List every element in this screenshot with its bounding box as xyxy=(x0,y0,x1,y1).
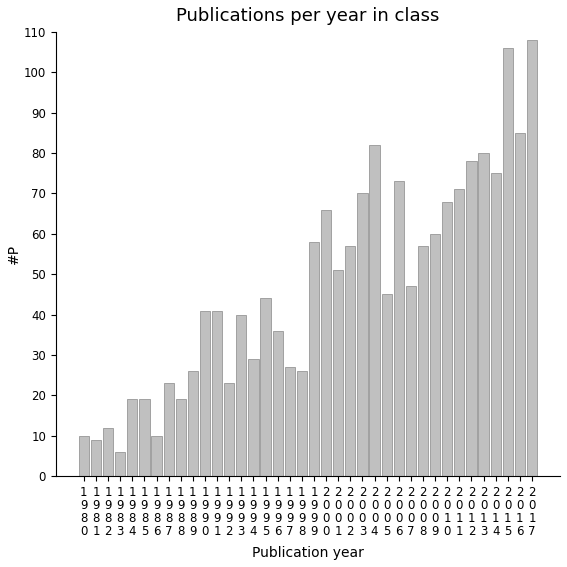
X-axis label: Publication year: Publication year xyxy=(252,546,364,560)
Bar xyxy=(163,383,174,476)
Bar xyxy=(91,439,101,476)
Bar xyxy=(212,311,222,476)
Title: Publications per year in class: Publications per year in class xyxy=(176,7,439,25)
Bar xyxy=(393,181,404,476)
Bar xyxy=(188,371,198,476)
Bar xyxy=(176,399,186,476)
Bar xyxy=(236,315,247,476)
Bar xyxy=(406,286,416,476)
Bar xyxy=(490,174,501,476)
Bar xyxy=(382,294,392,476)
Y-axis label: #P: #P xyxy=(7,244,21,264)
Bar xyxy=(151,435,162,476)
Bar xyxy=(309,242,319,476)
Bar xyxy=(454,189,464,476)
Bar xyxy=(79,435,89,476)
Bar xyxy=(442,201,452,476)
Bar xyxy=(527,40,537,476)
Bar xyxy=(248,359,259,476)
Bar xyxy=(103,428,113,476)
Bar xyxy=(139,399,150,476)
Bar xyxy=(515,133,525,476)
Bar xyxy=(369,145,380,476)
Bar xyxy=(479,153,489,476)
Bar xyxy=(466,161,477,476)
Bar xyxy=(418,246,428,476)
Bar xyxy=(260,298,270,476)
Bar xyxy=(297,371,307,476)
Bar xyxy=(285,367,295,476)
Bar xyxy=(200,311,210,476)
Bar xyxy=(127,399,137,476)
Bar xyxy=(321,210,331,476)
Bar xyxy=(333,270,344,476)
Bar xyxy=(345,246,356,476)
Bar xyxy=(357,193,367,476)
Bar xyxy=(430,234,440,476)
Bar xyxy=(115,452,125,476)
Bar xyxy=(224,383,234,476)
Bar xyxy=(273,331,283,476)
Bar xyxy=(502,48,513,476)
